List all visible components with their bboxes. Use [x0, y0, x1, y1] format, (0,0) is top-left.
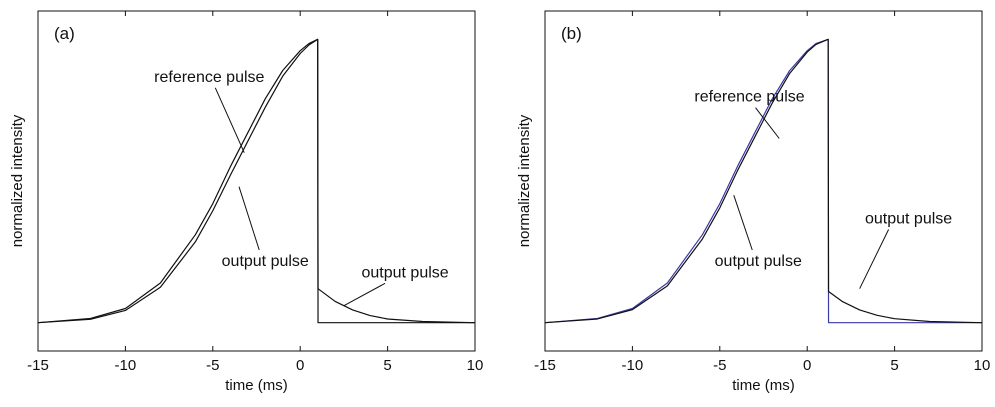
annotation-label: output pulse — [865, 211, 952, 228]
y-axis-label: normalized intensity — [9, 114, 26, 247]
annotation-leader — [238, 186, 260, 251]
x-tick-label: 5 — [890, 357, 898, 374]
annotation-label: output pulse — [222, 253, 309, 270]
chart-panel-2: -15 -10 -5 0 5 10 time (ms) normalized intensit… — [516, 10, 991, 394]
annotation-leader — [755, 107, 780, 139]
annotation-label: output pulse — [361, 264, 448, 281]
y-axis-label: normalized intensity — [516, 114, 533, 247]
series-line-reference — [544, 38, 982, 324]
series-line-output — [544, 38, 983, 324]
x-tick-label: 10 — [974, 357, 991, 374]
x-tick-label: -15 — [534, 357, 556, 374]
plot-frame — [37, 10, 476, 352]
annotation-label: output pulse — [715, 253, 802, 270]
x-tick-label: -10 — [622, 357, 644, 374]
x-tick-label: 0 — [803, 357, 811, 374]
annotation-label: reference pulse — [154, 69, 264, 86]
x-tick-label: 0 — [296, 357, 304, 374]
annotation-leader — [343, 282, 386, 307]
chart-panel-1: -15 -10 -5 0 5 10 time (ms) normalized intensit… — [9, 10, 484, 394]
x-tick-label: -10 — [115, 357, 137, 374]
x-tick-label: -5 — [713, 357, 726, 374]
x-tick-label: 5 — [383, 357, 391, 374]
annotation-label: reference pulse — [694, 89, 804, 106]
x-axis-label: time (ms) — [732, 377, 795, 394]
x-tick-label: -15 — [27, 357, 49, 374]
annotation-leader — [733, 195, 753, 251]
annotation-leader — [859, 229, 890, 289]
panel-label: (b) — [561, 24, 582, 43]
plot-frame — [544, 10, 983, 352]
x-tick-label: -5 — [206, 357, 219, 374]
annotation-leader — [214, 87, 245, 153]
series-line-output — [37, 38, 476, 324]
x-tick-label: 10 — [467, 357, 484, 374]
panel-label: (a) — [54, 24, 75, 43]
x-axis-label: time (ms) — [225, 377, 288, 394]
